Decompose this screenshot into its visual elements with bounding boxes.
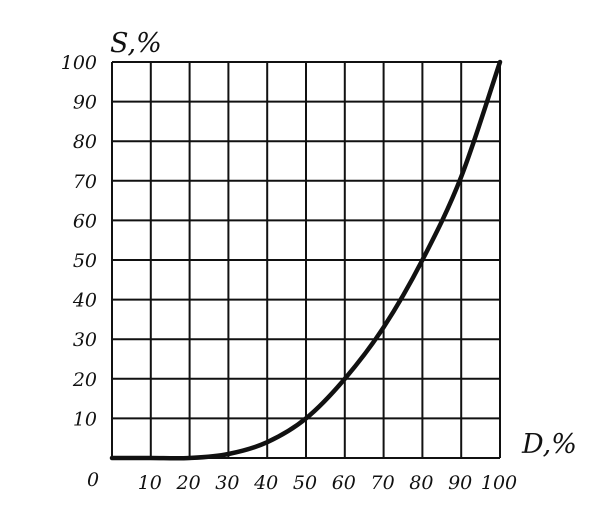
y-tick-label: 20 (72, 369, 97, 391)
y-tick-label: 80 (73, 131, 97, 153)
y-tick-label: 50 (73, 250, 97, 272)
origin-label: 0 (87, 469, 99, 491)
y-axis-label: S,% (110, 28, 162, 59)
x-tick-label: 90 (448, 472, 472, 494)
x-tick-label: 30 (215, 472, 239, 494)
x-tick-label: 10 (138, 472, 162, 494)
y-tick-label: 60 (73, 210, 97, 232)
y-tick-label: 40 (72, 290, 97, 312)
y-tick-label: 100 (61, 52, 97, 74)
x-tick-label: 40 (253, 472, 278, 494)
x-tick-label: 20 (176, 472, 201, 494)
x-tick-labels: 10 20 30 40 50 60 70 80 90 100 (138, 472, 517, 494)
y-tick-label: 10 (73, 408, 97, 430)
x-tick-label: 70 (371, 472, 395, 494)
x-tick-label: 100 (481, 472, 517, 494)
x-tick-label: 60 (332, 472, 356, 494)
x-tick-label: 50 (293, 472, 317, 494)
y-tick-label: 30 (73, 329, 97, 351)
series-layer (109, 59, 503, 461)
series-line (109, 59, 503, 461)
grid (111, 61, 501, 459)
y-tick-label: 70 (73, 171, 97, 193)
x-axis-label: D,% (521, 429, 577, 460)
y-tick-labels: 10 20 30 40 50 60 70 80 90 100 (61, 52, 97, 430)
y-tick-label: 90 (73, 92, 97, 114)
x-tick-label: 80 (409, 472, 433, 494)
